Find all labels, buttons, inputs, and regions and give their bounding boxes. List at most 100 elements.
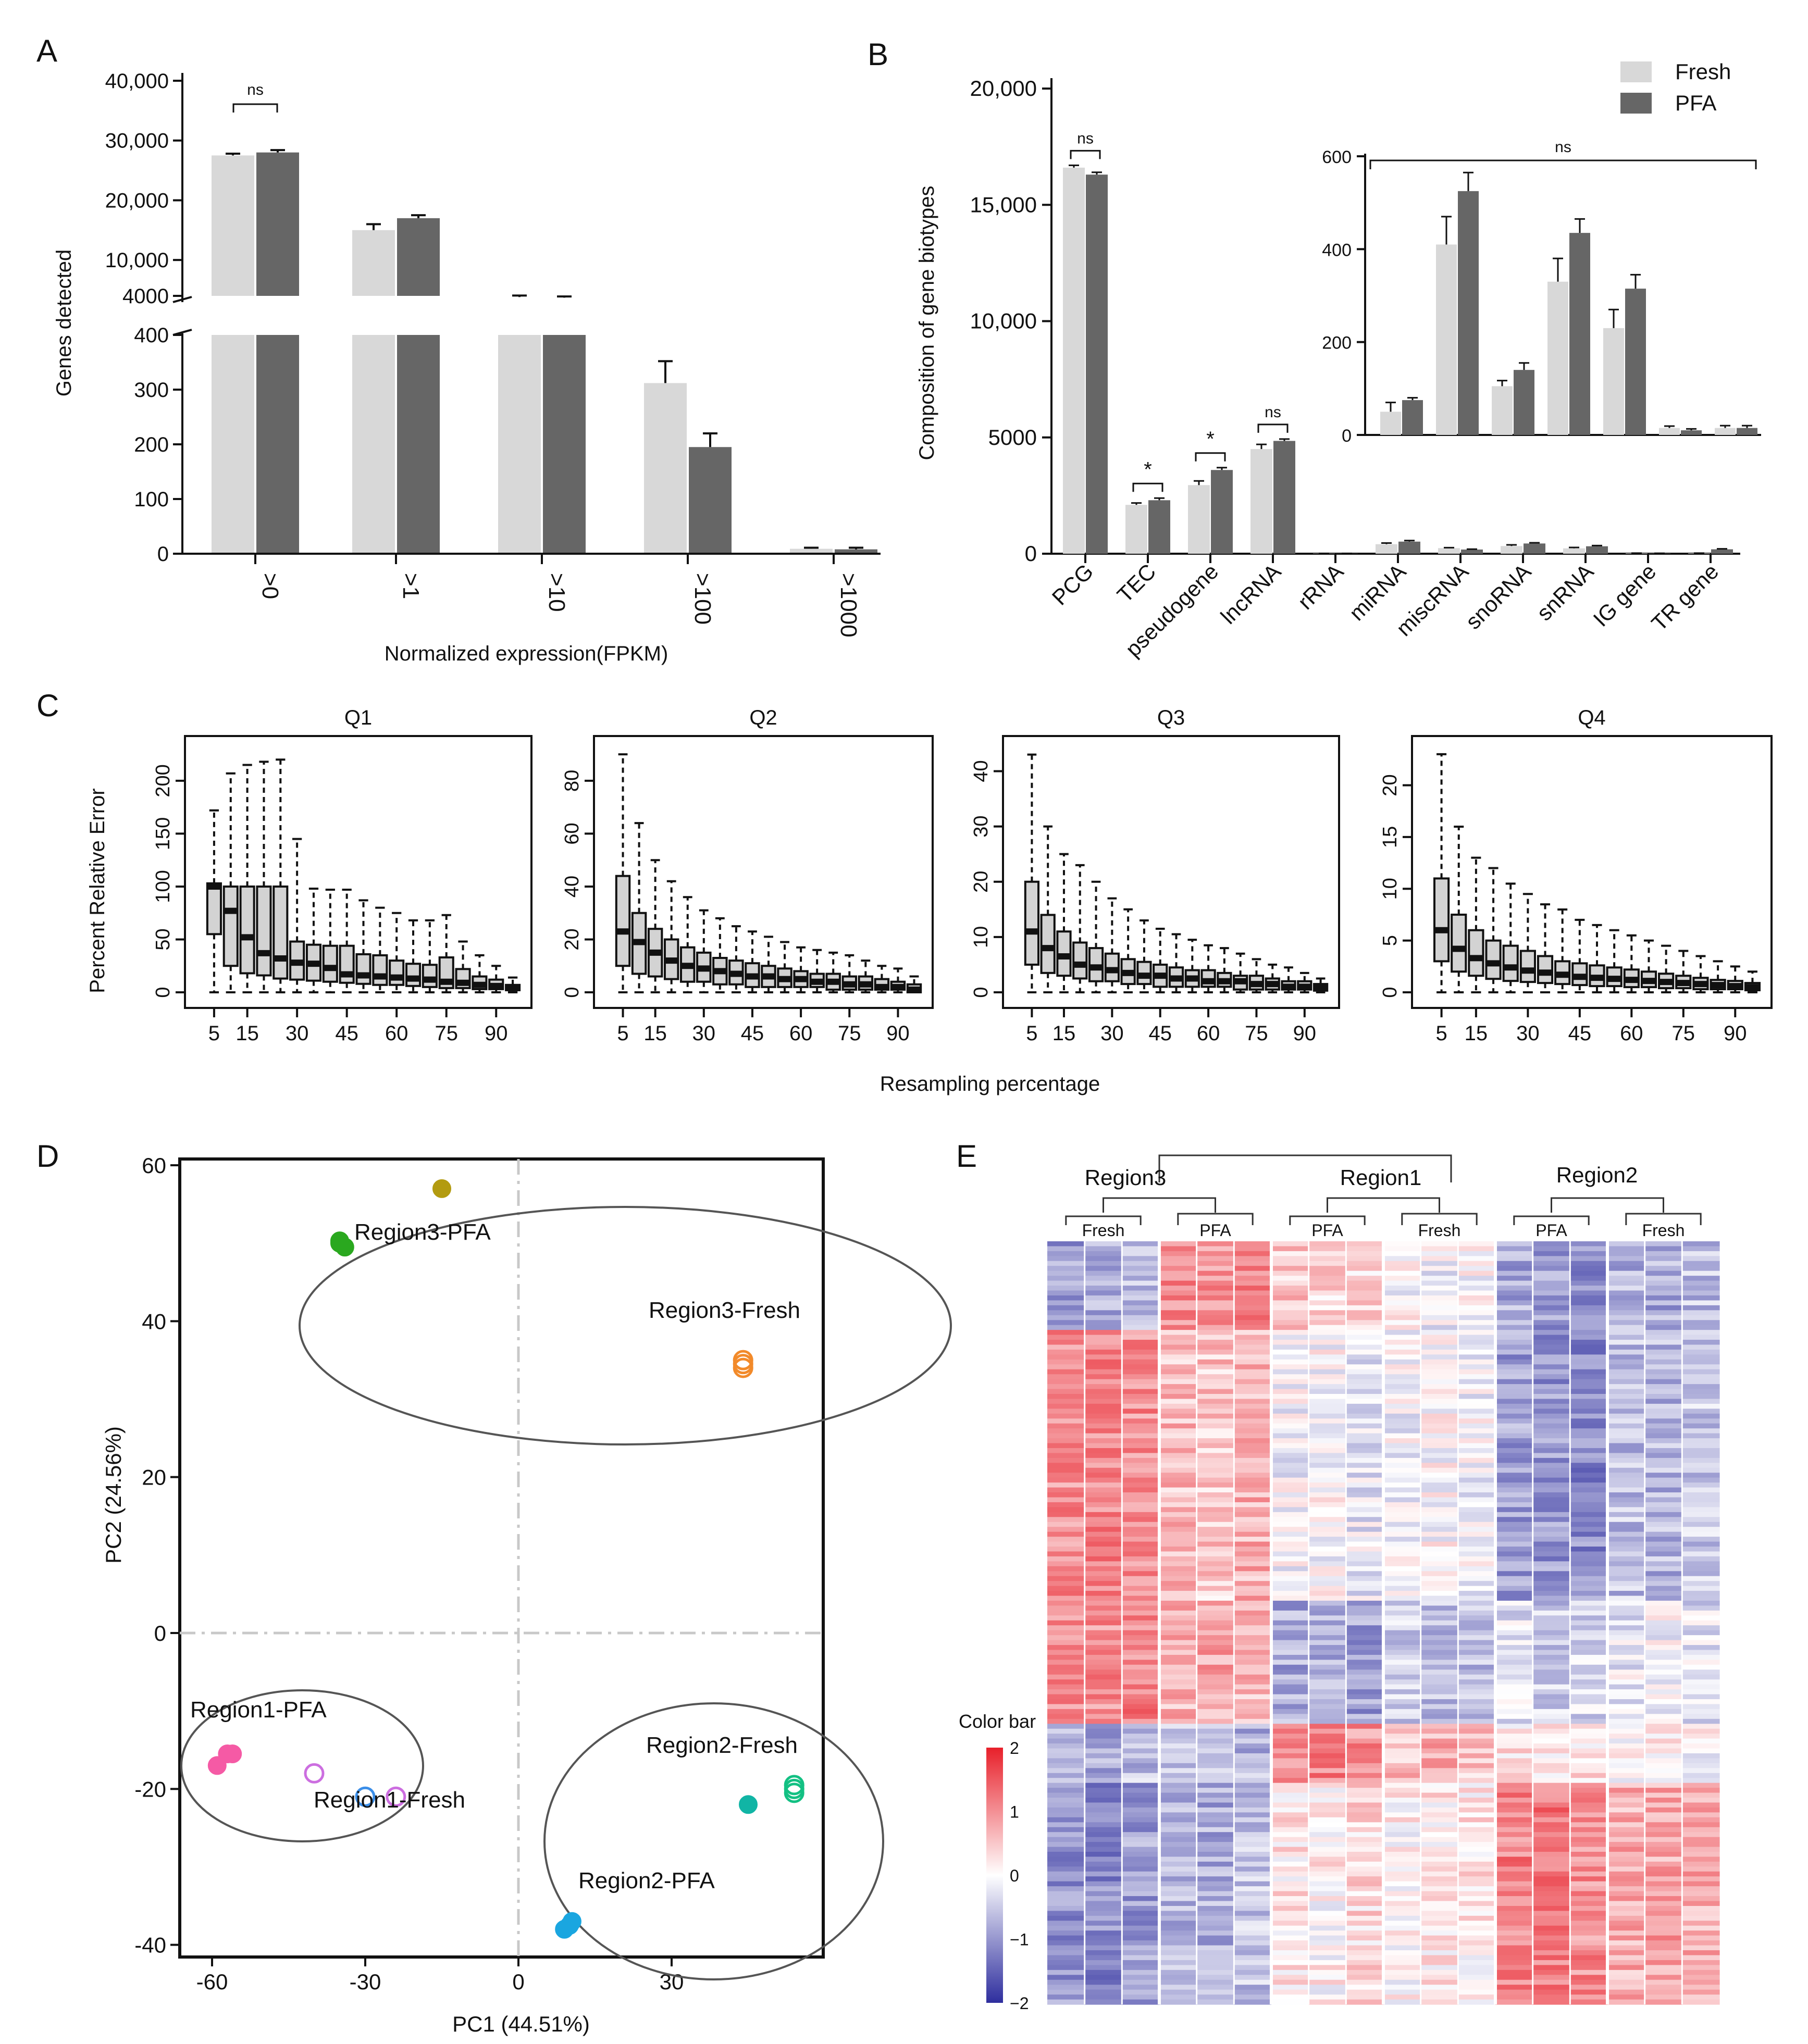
heatmap-cell xyxy=(1682,1512,1720,1517)
heatmap-cell xyxy=(1420,1433,1458,1439)
heatmap-cell xyxy=(1682,1330,1720,1336)
heatmap-cell xyxy=(1234,1409,1272,1414)
heatmap-cell xyxy=(1570,1709,1608,1714)
heatmap-cell xyxy=(1383,1940,1421,1946)
heatmap-cell xyxy=(1122,1940,1160,1946)
heatmap-cell xyxy=(1196,1921,1234,1926)
heatmap-cell xyxy=(1644,1975,1682,1980)
heatmap-cell xyxy=(1570,1522,1608,1527)
heatmap-cell xyxy=(1159,1497,1197,1503)
heatmap-cell xyxy=(1047,1413,1085,1419)
heatmap-cell xyxy=(1682,1930,1720,1936)
heatmap-cell xyxy=(1047,1989,1085,1995)
heatmap-cell xyxy=(1570,1724,1608,1729)
heatmap-cell xyxy=(1159,1270,1197,1276)
heatmap-cell xyxy=(1532,1871,1570,1877)
heatmap-cell xyxy=(1234,1822,1272,1828)
heatmap-cell xyxy=(1458,1935,1496,1941)
heatmap-cell xyxy=(1122,1709,1160,1714)
heatmap-cell xyxy=(1420,1261,1458,1266)
panel-label-c: C xyxy=(36,688,59,723)
heatmap-cell xyxy=(1196,1837,1234,1842)
heatmap-cell xyxy=(1234,1921,1272,1926)
heatmap-cell xyxy=(1122,1507,1160,1513)
heatmap-cell xyxy=(1271,1241,1309,1247)
heatmap-cell xyxy=(1234,1473,1272,1478)
heatmap-cell xyxy=(1644,1965,1682,1971)
heatmap-cell xyxy=(1383,1714,1421,1719)
heatmap-cell xyxy=(1308,1940,1346,1946)
heatmap-cell xyxy=(1308,1945,1346,1951)
heatmap-cell xyxy=(1458,1837,1496,1842)
heatmap-cell xyxy=(1682,1847,1720,1852)
heatmap-cell xyxy=(1383,1807,1421,1813)
heatmap-cell xyxy=(1234,1807,1272,1813)
heatmap-cell xyxy=(1084,1822,1122,1828)
heatmap-cell xyxy=(1271,1664,1309,1670)
heatmap-cell xyxy=(1495,1305,1533,1311)
heatmap-cell xyxy=(1122,1305,1160,1311)
heatmap-cell xyxy=(1420,1610,1458,1616)
x-tick-label: 90 xyxy=(1293,1022,1317,1045)
heatmap-cell xyxy=(1532,1901,1570,1906)
heatmap-cell xyxy=(1532,1605,1570,1611)
heatmap-cell xyxy=(1196,1477,1234,1483)
x-tick-label: 45 xyxy=(335,1022,358,1045)
heatmap-cell xyxy=(1122,1827,1160,1833)
heatmap-cell xyxy=(1346,1502,1384,1507)
heatmap-cell xyxy=(1159,1349,1197,1355)
heatmap-cell xyxy=(1644,1517,1682,1523)
heatmap-cell xyxy=(1607,1547,1645,1552)
heatmap-cell xyxy=(1495,1802,1533,1808)
heatmap-cell xyxy=(1607,1453,1645,1459)
heatmap-cell xyxy=(1346,1522,1384,1527)
heatmap-cell xyxy=(1234,1605,1272,1611)
heatmap-cell xyxy=(1458,1418,1496,1424)
heatmap-cell xyxy=(1122,1527,1160,1532)
heatmap-cell xyxy=(1196,1359,1234,1365)
heatmap-cell xyxy=(1084,1453,1122,1459)
heatmap-cell xyxy=(1532,1315,1570,1320)
heatmap-cell xyxy=(1346,1379,1384,1385)
heatmap-cell xyxy=(1383,1596,1421,1601)
heatmap-cell xyxy=(1607,1270,1645,1276)
heatmap-cell xyxy=(1346,1773,1384,1778)
heatmap-cell xyxy=(1607,1753,1645,1759)
heatmap-cell xyxy=(1458,1945,1496,1951)
subplot-title: Q2 xyxy=(749,706,777,729)
heatmap-cell xyxy=(1532,1975,1570,1980)
heatmap-cell xyxy=(1495,1492,1533,1498)
heatmap-cell xyxy=(1570,1979,1608,1985)
heatmap-cell xyxy=(1196,1561,1234,1567)
heatmap-cell xyxy=(1271,1871,1309,1877)
heatmap-cell xyxy=(1159,1305,1197,1311)
heatmap-cell xyxy=(1196,1413,1234,1419)
heatmap-cell xyxy=(1532,1467,1570,1473)
heatmap-cell xyxy=(1682,1699,1720,1705)
heatmap-cell xyxy=(1682,1876,1720,1882)
x-tick-label: -30 xyxy=(350,1970,381,1994)
heatmap-cell xyxy=(1532,1669,1570,1675)
heatmap-cell xyxy=(1159,1610,1197,1616)
heatmap-cell xyxy=(1458,1979,1496,1985)
heatmap-cell xyxy=(1570,1556,1608,1562)
heatmap-cell xyxy=(1047,1561,1085,1567)
heatmap-cell xyxy=(1383,1261,1421,1266)
heatmap-cell xyxy=(1159,1280,1197,1286)
heatmap-cell xyxy=(1383,1788,1421,1793)
heatmap-cell xyxy=(1271,1443,1309,1449)
heatmap-cell xyxy=(1607,1556,1645,1562)
heatmap-cell xyxy=(1308,1566,1346,1572)
heatmap-cell xyxy=(1644,1930,1682,1936)
heatmap-cell xyxy=(1607,1531,1645,1537)
heatmap-cell xyxy=(1570,1925,1608,1931)
heatmap-cell xyxy=(1084,1792,1122,1798)
heatmap-cell xyxy=(1458,1428,1496,1434)
inset-bar-pfa xyxy=(1737,428,1757,435)
heatmap-cell xyxy=(1607,1728,1645,1734)
heatmap-cell xyxy=(1159,1453,1197,1459)
heatmap-cell xyxy=(1196,1817,1234,1823)
heatmap-cell xyxy=(1420,1566,1458,1572)
heatmap-cell xyxy=(1682,1935,1720,1941)
heatmap-cell xyxy=(1420,1374,1458,1380)
